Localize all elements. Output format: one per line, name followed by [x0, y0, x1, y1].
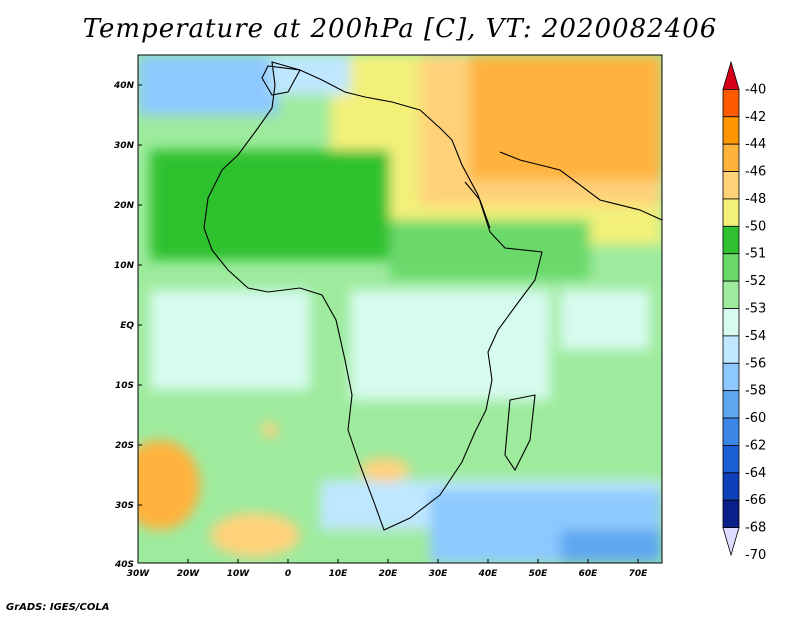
colorbar-swatch: [722, 499, 740, 529]
colorbar-label: -46: [745, 165, 766, 180]
colorbar-swatch: [722, 143, 740, 172]
lat-label: 40N: [113, 81, 135, 91]
colorbar-label: -40: [745, 82, 766, 97]
colorbar-label: -52: [745, 274, 766, 289]
colorbar-swatch: [722, 253, 740, 282]
lat-label: 30N: [114, 141, 135, 151]
colorbar-swatch: [722, 88, 740, 118]
colorbar-label: -66: [745, 493, 766, 508]
colorbar-label: -54: [745, 329, 766, 344]
longitude-axis: 30W 20W 10W 0 10E 20E 30E 40E 50E 60E 70…: [127, 559, 648, 579]
colorbar-label: -64: [745, 466, 766, 481]
colorbar-swatch: [722, 116, 740, 145]
lat-label: 20S: [115, 441, 134, 451]
colorbar-swatch: [722, 390, 740, 419]
lon-label: 10W: [227, 569, 251, 579]
lon-label: 60E: [579, 569, 599, 579]
colorbar-swatch: [722, 527, 740, 557]
lat-label: 30S: [115, 501, 134, 511]
colorbar-label: -48: [745, 192, 766, 207]
lon-label: 30W: [127, 569, 151, 579]
temperature-field: [138, 55, 662, 563]
footer-credit: GrADS: IGES/COLA: [6, 602, 110, 613]
lat-label: 10S: [115, 381, 134, 391]
lat-label: 20N: [114, 201, 135, 211]
colorbar-swatch: [722, 445, 740, 474]
colorbar-swatch: [722, 335, 740, 364]
colorbar-label: -58: [745, 384, 766, 399]
colorbar-swatch: [722, 225, 740, 255]
colorbar-swatch: [722, 198, 740, 227]
colorbar-label: -44: [745, 137, 766, 152]
colorbar-swatch: [722, 472, 740, 501]
colorbar-swatch: [722, 417, 740, 446]
colorbar-label: -50: [745, 219, 766, 234]
map-frame: [137, 54, 663, 564]
colorbar-swatch: [722, 280, 740, 309]
colorbar-label: -68: [745, 521, 766, 536]
lon-label: 20W: [177, 569, 201, 579]
colorbar-swatch: [722, 171, 740, 200]
lat-label: 10N: [114, 261, 135, 271]
latitude-axis: 40N 30N 20N 10N EQ 10S 20S 30S 40S: [113, 81, 142, 570]
colorbar-label: -70: [745, 548, 766, 563]
lon-label: 70E: [629, 569, 649, 579]
colorbar-label: -42: [745, 110, 766, 125]
lon-label: 10E: [329, 569, 349, 579]
colorbar: -40 -42 -44 -46 -48 -50 -51 -52 -53 -54 -56 -58 -60 -…: [722, 60, 766, 563]
lon-label: 50E: [529, 569, 549, 579]
colorbar-swatch: [722, 308, 740, 337]
colorbar-label: -56: [745, 356, 766, 371]
colorbar-label: -53: [745, 302, 766, 317]
lon-label: 30E: [429, 569, 449, 579]
lon-label: 40E: [478, 569, 499, 579]
colorbar-label: -51: [745, 247, 766, 262]
colorbar-label: -60: [745, 411, 766, 426]
lon-label: 0: [285, 569, 291, 579]
colorbar-label: -62: [745, 438, 766, 453]
colorbar-swatch: [722, 60, 740, 90]
colorbar-swatch: [722, 362, 740, 392]
map-title: Temperature at 200hPa [C], VT: 202008240…: [82, 14, 718, 44]
coastlines: [203, 61, 662, 531]
lat-label: EQ: [120, 321, 134, 331]
lat-label: 40S: [114, 560, 134, 570]
lon-label: 20E: [379, 569, 399, 579]
